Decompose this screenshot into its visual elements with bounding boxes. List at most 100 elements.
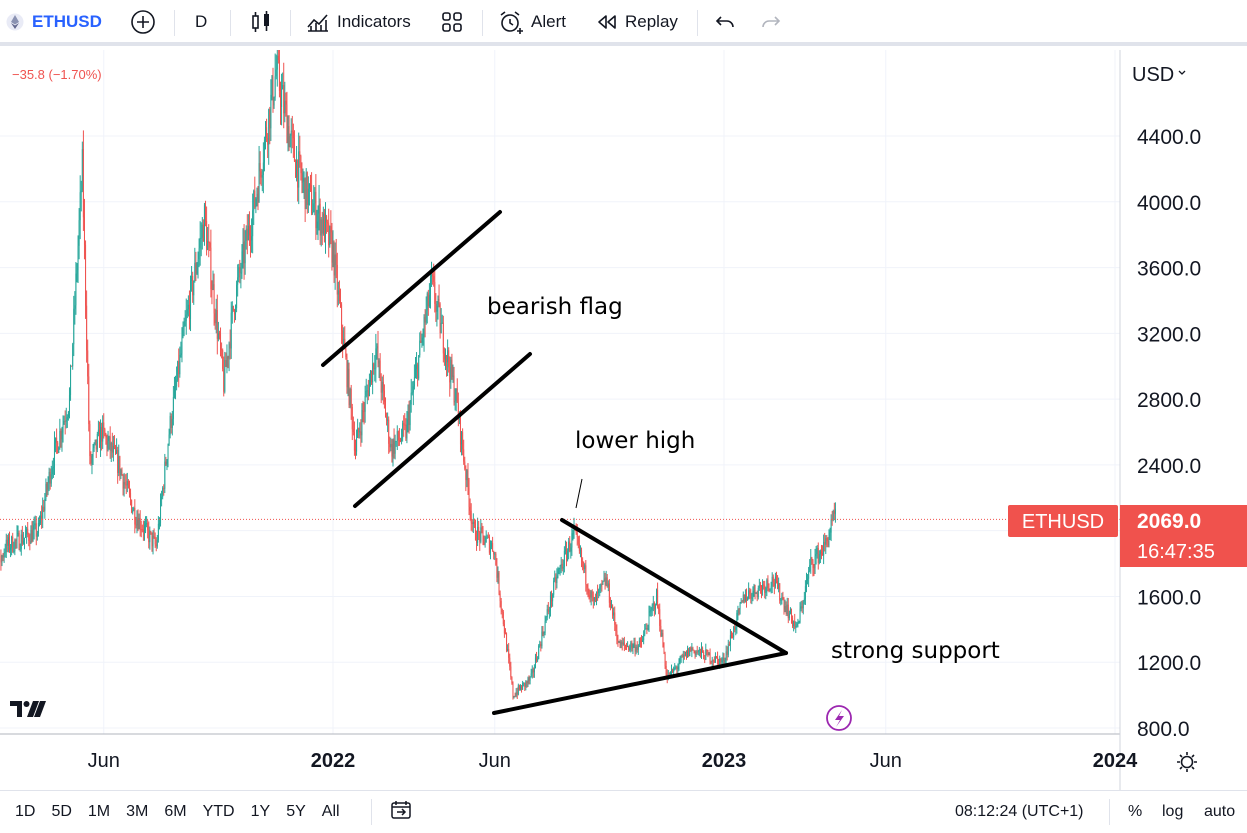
interval-button[interactable]: D	[195, 0, 207, 44]
candle-body	[756, 592, 758, 598]
redo-button[interactable]	[760, 0, 782, 44]
candle-body	[284, 100, 286, 114]
candle-body	[142, 529, 144, 533]
price-chart[interactable]: bearish flag lower high strong support −…	[0, 50, 1247, 790]
compare-button[interactable]	[130, 0, 156, 44]
lightning-icon[interactable]	[826, 705, 852, 731]
triangle-bottom-line	[492, 651, 788, 715]
alert-button[interactable]: Alert	[498, 0, 566, 44]
candle-body	[684, 652, 686, 656]
candle-body	[300, 156, 302, 174]
candle-body	[281, 89, 283, 107]
indicators-button[interactable]: Indicators	[306, 0, 411, 44]
candle-body	[796, 623, 798, 626]
candle-body	[766, 579, 768, 589]
candle-body	[474, 523, 476, 540]
candle-body	[110, 443, 112, 451]
candle-body	[767, 579, 769, 585]
candle-body	[255, 198, 257, 208]
range-button-1y[interactable]: 1Y	[250, 803, 271, 820]
candle-body	[646, 627, 648, 629]
candle-body	[213, 284, 215, 314]
candle-body	[567, 551, 569, 561]
chart-type-button[interactable]	[250, 0, 272, 44]
candle-body	[481, 527, 483, 529]
candle-body	[256, 193, 258, 199]
goto-date-button[interactable]	[390, 791, 412, 833]
candle-body	[321, 219, 323, 234]
candle-body	[778, 583, 780, 589]
price-tick-label: 2400.0	[1137, 455, 1201, 478]
replay-button[interactable]: Replay	[596, 0, 678, 44]
candle-body	[278, 60, 280, 91]
undo-button[interactable]	[714, 0, 736, 44]
candle-body	[302, 181, 304, 183]
candle-body	[698, 649, 700, 651]
candle-body	[349, 388, 351, 406]
candle-body	[582, 561, 584, 563]
candle-body	[544, 621, 546, 633]
candle-body	[46, 483, 48, 490]
candle-body	[743, 594, 745, 602]
candle-body	[135, 524, 137, 526]
candle-body	[768, 584, 770, 589]
price-axis[interactable]	[1120, 50, 1247, 790]
candle-body	[131, 500, 133, 513]
range-button-1m[interactable]: 1M	[87, 803, 111, 820]
candle-body	[737, 609, 739, 613]
range-button-5d[interactable]: 5D	[51, 803, 72, 820]
candle-body	[786, 604, 788, 614]
candle-body	[253, 190, 255, 211]
currency-label: USD	[1132, 64, 1174, 86]
candle-body	[654, 605, 656, 610]
candle-body	[10, 547, 12, 550]
candle-body	[631, 642, 633, 649]
candle-body	[418, 355, 420, 379]
candle-body	[358, 428, 360, 433]
layout-button[interactable]	[441, 0, 463, 44]
price-tick-label: 3600.0	[1137, 258, 1201, 281]
candle-body	[531, 669, 533, 674]
candle-body	[626, 646, 628, 648]
candle-body	[183, 325, 185, 327]
auto-toggle[interactable]: auto	[1204, 791, 1235, 833]
candle-body	[500, 601, 502, 610]
settings-gear-icon[interactable]	[1177, 752, 1197, 772]
candle-body	[537, 659, 539, 661]
candle-body	[296, 160, 298, 178]
change-text: −35.8 (−1.70%)	[12, 67, 102, 82]
candle-body	[327, 222, 329, 224]
candle-body	[808, 570, 810, 579]
candle-body	[740, 601, 742, 604]
candle-body	[78, 220, 80, 246]
candle-body	[752, 591, 754, 598]
candle-body	[571, 533, 573, 548]
candle-body	[406, 419, 408, 439]
range-button-1d[interactable]: 1D	[15, 803, 36, 820]
percent-toggle[interactable]: %	[1128, 791, 1142, 833]
range-button-3m[interactable]: 3M	[126, 803, 149, 820]
candle-body	[751, 597, 753, 599]
candle-body	[830, 519, 832, 533]
lower-high-pointer	[575, 478, 583, 509]
range-button-all[interactable]: All	[321, 803, 340, 820]
clock-display[interactable]: 08:12:24 (UTC+1)	[955, 791, 1084, 833]
candle-body	[494, 553, 496, 555]
candle-body	[265, 127, 267, 141]
candle-body	[162, 487, 164, 497]
candle-body	[416, 364, 418, 370]
symbol-search[interactable]: ETHUSD	[6, 0, 102, 44]
candle-body	[448, 350, 450, 368]
range-button-6m[interactable]: 6M	[164, 803, 187, 820]
candle-body	[827, 541, 829, 546]
candle-body	[290, 130, 292, 136]
candle-body	[28, 534, 30, 541]
candle-body	[758, 585, 760, 589]
range-button-5y[interactable]: 5Y	[286, 803, 306, 820]
candle-body	[169, 416, 171, 435]
candle-body	[193, 281, 195, 296]
candle-body	[37, 523, 39, 534]
range-button-ytd[interactable]: YTD	[202, 803, 235, 820]
log-toggle[interactable]: log	[1162, 791, 1183, 833]
candle-body	[121, 470, 123, 476]
